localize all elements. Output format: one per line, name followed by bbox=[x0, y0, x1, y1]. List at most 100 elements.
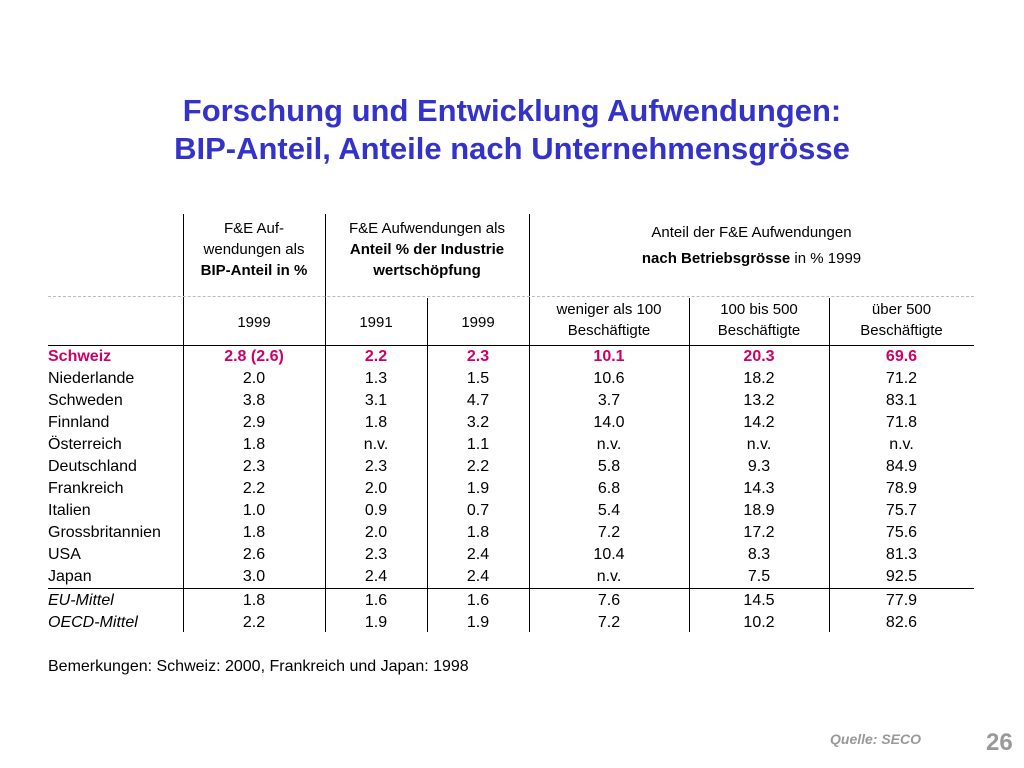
header-bip-share: F&E Auf- wendungen als BIP-Anteil in % bbox=[183, 218, 325, 281]
industry-1999-cell: 1.8 bbox=[466, 524, 490, 541]
bip-share-cell: 2.0 bbox=[242, 370, 266, 387]
bip-share-cell: 2.9 bbox=[242, 414, 266, 431]
col-divider-5 bbox=[689, 298, 690, 632]
table-row: Frankreich 2.2 2.0 1.9 6.8 14.3 78.9 bbox=[0, 478, 1024, 500]
subheader-industry-1991: 1991 bbox=[359, 314, 393, 331]
gt500-cell: 75.7 bbox=[885, 502, 918, 519]
industry-1991-cell: 2.2 bbox=[364, 348, 388, 365]
size-100-500-cell: 17.2 bbox=[743, 524, 775, 541]
size-100-500-cell: 14.3 bbox=[743, 480, 775, 497]
industry-1999-cell: 4.7 bbox=[466, 392, 490, 409]
lt100-cell: n.v. bbox=[596, 436, 622, 453]
table-row: OECD-Mittel 2.2 1.9 1.9 7.2 10.2 82.6 bbox=[0, 612, 1024, 634]
industry-1991-cell: 2.0 bbox=[364, 480, 388, 497]
table-row: Japan 3.0 2.4 2.4 n.v. 7.5 92.5 bbox=[0, 566, 1024, 588]
lt100-cell: 7.6 bbox=[597, 592, 621, 609]
bip-share-cell: 1.8 bbox=[242, 592, 266, 609]
bip-share-cell: 3.8 bbox=[242, 392, 266, 409]
industry-1999-cell: 2.4 bbox=[466, 568, 490, 585]
bip-share-cell: 1.8 bbox=[242, 436, 266, 453]
bip-share-cell: 2.8 (2.6) bbox=[224, 348, 284, 365]
bip-share-cell: 2.6 bbox=[242, 546, 266, 563]
industry-1991-cell: 1.9 bbox=[364, 614, 388, 631]
industry-1991-cell: 2.3 bbox=[364, 458, 388, 475]
subheader-bip-1999: 1999 bbox=[237, 314, 271, 331]
gt500-cell: 81.3 bbox=[885, 546, 918, 563]
country-cell: Österreich bbox=[48, 436, 122, 453]
col-divider-1 bbox=[183, 214, 184, 632]
gt500-cell: 83.1 bbox=[885, 392, 918, 409]
lt100-cell: 6.8 bbox=[597, 480, 621, 497]
lt100-cell: 14.0 bbox=[593, 414, 625, 431]
slide-title: Forschung und Entwicklung Aufwendungen: … bbox=[0, 92, 1024, 168]
subheader-lt100: weniger als 100 Beschäftigte bbox=[556, 301, 662, 339]
size-100-500-cell: 13.2 bbox=[743, 392, 775, 409]
country-cell: Schweden bbox=[48, 392, 123, 409]
country-cell: Italien bbox=[48, 502, 91, 519]
industry-1999-cell: 3.2 bbox=[466, 414, 490, 431]
header-size-line1: Anteil der F&E Aufwendungen bbox=[651, 224, 852, 241]
bip-share-cell: 1.0 bbox=[242, 502, 266, 519]
industry-1991-cell: n.v. bbox=[363, 436, 389, 453]
header-bip-line1: F&E Auf- bbox=[223, 220, 285, 237]
size-100-500-cell: 14.5 bbox=[743, 592, 775, 609]
gt500-cell: 71.2 bbox=[885, 370, 918, 387]
bip-share-cell: 2.2 bbox=[242, 614, 266, 631]
country-cell: Grossbritannien bbox=[48, 524, 161, 541]
header-industry-line1: F&E Aufwendungen als bbox=[349, 220, 505, 237]
table-row: Deutschland 2.3 2.3 2.2 5.8 9.3 84.9 bbox=[0, 456, 1024, 478]
gt500-cell: 71.8 bbox=[885, 414, 918, 431]
lt100-cell: 7.2 bbox=[597, 614, 621, 631]
source-label: Quelle: SECO bbox=[830, 731, 922, 747]
country-cell: Japan bbox=[48, 568, 92, 585]
country-cell: Deutschland bbox=[48, 458, 137, 475]
col-divider-3 bbox=[427, 298, 428, 632]
lt100-cell: 3.7 bbox=[597, 392, 621, 409]
industry-1991-cell: 1.3 bbox=[364, 370, 388, 387]
industry-1999-cell: 1.5 bbox=[466, 370, 490, 387]
table-row: Grossbritannien 1.8 2.0 1.8 7.2 17.2 75.6 bbox=[0, 522, 1024, 544]
industry-1999-cell: 2.2 bbox=[466, 458, 490, 475]
bip-share-cell: 2.3 bbox=[242, 458, 266, 475]
page-number: 26 bbox=[986, 729, 1013, 756]
lt100-cell: n.v. bbox=[596, 568, 622, 585]
table-row: Schweiz 2.8 (2.6) 2.2 2.3 10.1 20.3 69.6 bbox=[0, 346, 1024, 368]
size-100-500-cell: 18.2 bbox=[743, 370, 775, 387]
lt100-cell: 10.4 bbox=[593, 546, 625, 563]
title-line-1: Forschung und Entwicklung Aufwendungen: bbox=[182, 93, 842, 128]
country-cell: USA bbox=[48, 546, 81, 563]
header-size-line2: nach Betriebsgrösse in % 1999 bbox=[641, 250, 862, 267]
industry-1991-cell: 2.3 bbox=[364, 546, 388, 563]
table-row: Finnland 2.9 1.8 3.2 14.0 14.2 71.8 bbox=[0, 412, 1024, 434]
gt500-cell: 75.6 bbox=[885, 524, 918, 541]
industry-1991-cell: 3.1 bbox=[364, 392, 388, 409]
subheader-gt500: über 500 Beschäftigte bbox=[860, 301, 943, 339]
subheader-industry-1999: 1999 bbox=[461, 314, 495, 331]
industry-1999-cell: 0.7 bbox=[466, 502, 490, 519]
industry-1991-cell: 1.6 bbox=[364, 592, 388, 609]
col-divider-6 bbox=[829, 298, 830, 632]
country-cell: Schweiz bbox=[48, 348, 112, 365]
gt500-cell: n.v. bbox=[889, 436, 914, 453]
lt100-cell: 5.8 bbox=[597, 458, 621, 475]
industry-1991-cell: 0.9 bbox=[364, 502, 388, 519]
table-row: EU-Mittel 1.8 1.6 1.6 7.6 14.5 77.9 bbox=[0, 590, 1024, 612]
size-100-500-cell: 18.9 bbox=[743, 502, 775, 519]
country-cell: Finnland bbox=[48, 414, 110, 431]
averages-rule bbox=[48, 588, 974, 589]
country-cell: OECD-Mittel bbox=[48, 614, 138, 631]
industry-1999-cell: 1.6 bbox=[466, 592, 490, 609]
header-bip-line2: wendungen als bbox=[203, 241, 305, 258]
industry-1991-cell: 2.4 bbox=[364, 568, 388, 585]
lt100-cell: 10.1 bbox=[593, 348, 625, 365]
bip-share-cell: 3.0 bbox=[242, 568, 266, 585]
table-row: Niederlande 2.0 1.3 1.5 10.6 18.2 71.2 bbox=[0, 368, 1024, 390]
bip-share-cell: 2.2 bbox=[242, 480, 266, 497]
country-cell: Niederlande bbox=[48, 370, 135, 387]
size-100-500-cell: 8.3 bbox=[747, 546, 771, 563]
industry-1999-cell: 1.9 bbox=[466, 480, 490, 497]
header-company-size: Anteil der F&E Aufwendungen nach Betrieb… bbox=[529, 220, 974, 272]
remarks-note: Bemerkungen: Schweiz: 2000, Frankreich u… bbox=[48, 658, 469, 675]
table-row: Österreich 1.8 n.v. 1.1 n.v. n.v. n.v. bbox=[0, 434, 1024, 456]
col-divider-4 bbox=[529, 214, 530, 632]
